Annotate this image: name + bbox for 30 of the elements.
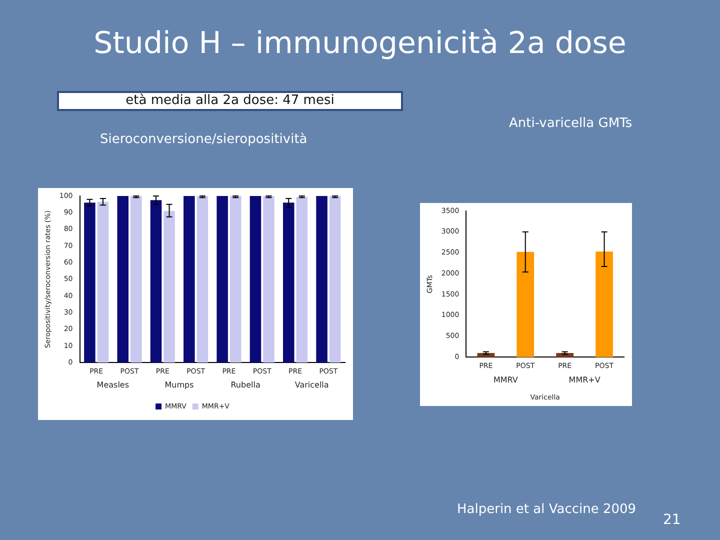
text: Rubella (230, 380, 260, 390)
text: 21 (663, 512, 681, 528)
bar (263, 196, 274, 363)
text: Varicella (294, 380, 329, 390)
bar (117, 196, 128, 363)
bar (516, 252, 534, 358)
bar (283, 202, 294, 363)
bar (97, 202, 109, 363)
text: MMR+V (568, 375, 601, 384)
text: Halperin et al Vaccine 2009 (457, 502, 636, 517)
text: Sieroconversione/sieropositività (100, 132, 308, 147)
bar (216, 196, 228, 363)
bar (230, 196, 242, 363)
bar (184, 196, 195, 363)
text: Measles (96, 380, 130, 390)
chart-subtitle: età media alla 2a dose: 47 mesi (57, 91, 403, 111)
bar (296, 196, 308, 363)
bar (164, 210, 175, 363)
bar (130, 196, 142, 363)
bar (316, 196, 328, 363)
bar (596, 252, 613, 358)
bar (84, 202, 96, 363)
bar (150, 200, 162, 363)
chart-title: Studio H – immunogenicità 2a dose (92, 26, 628, 61)
text: Mumps (164, 380, 194, 390)
bar (196, 196, 208, 363)
bar (329, 196, 341, 363)
text: MMRV (493, 375, 518, 384)
bar (250, 196, 262, 363)
chart-title: Anti-varicella GMTs (509, 116, 632, 131)
